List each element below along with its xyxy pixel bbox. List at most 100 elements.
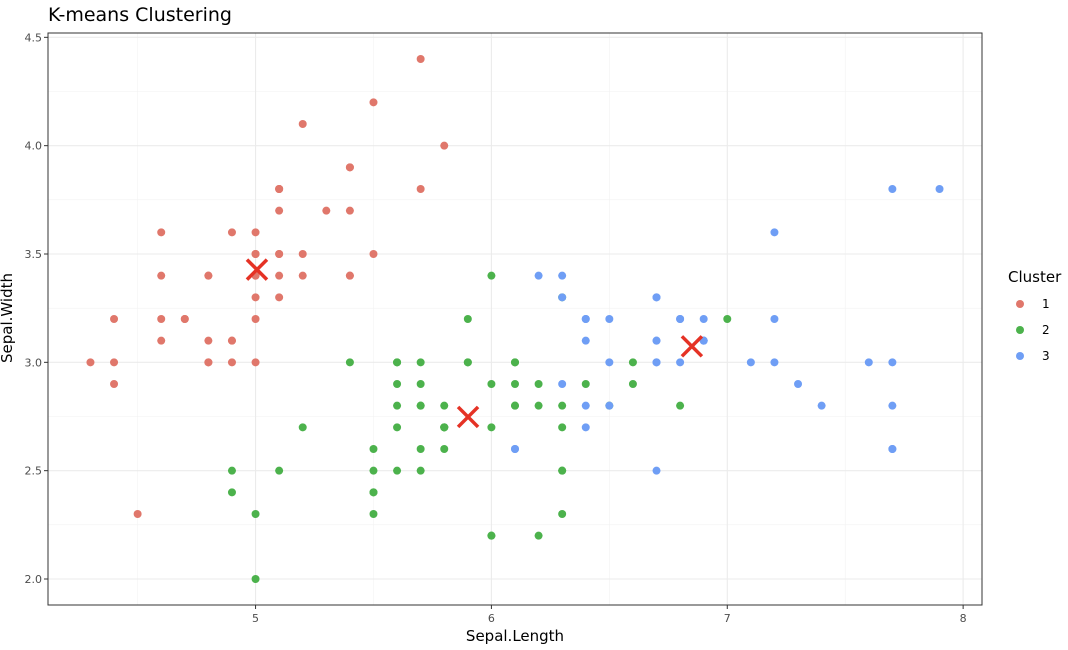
data-point-cluster-3 (605, 315, 614, 323)
data-point-cluster-2 (558, 423, 567, 432)
y-tick-label: 2.0 (25, 573, 43, 586)
data-point-cluster-2 (558, 401, 567, 410)
data-point-cluster-3 (605, 401, 614, 410)
data-point-cluster-1 (275, 250, 284, 258)
data-point-cluster-2 (416, 401, 425, 410)
data-point-cluster-3 (581, 315, 590, 323)
data-point-cluster-2 (723, 315, 732, 323)
data-point-cluster-3 (581, 336, 590, 345)
y-tick-label: 3.5 (25, 248, 43, 261)
data-point-cluster-3 (770, 228, 779, 237)
data-point-cluster-1 (275, 206, 284, 215)
data-point-cluster-1 (157, 228, 166, 237)
data-point-cluster-2 (487, 423, 496, 432)
data-point-cluster-3 (558, 293, 567, 302)
data-point-cluster-2 (440, 445, 449, 453)
data-point-cluster-3 (817, 401, 826, 410)
data-point-cluster-2 (369, 445, 378, 453)
data-point-cluster-2 (251, 575, 260, 583)
data-point-cluster-2 (393, 358, 402, 367)
data-point-cluster-3 (534, 271, 543, 280)
data-point-cluster-2 (487, 271, 496, 280)
data-point-cluster-1 (275, 271, 284, 280)
data-point-cluster-2 (251, 510, 260, 518)
data-point-cluster-1 (251, 293, 260, 302)
data-point-cluster-3 (746, 358, 755, 367)
x-tick-label: 7 (724, 612, 731, 625)
data-point-cluster-2 (393, 466, 402, 475)
legend-label: 3 (1042, 349, 1050, 363)
data-point-cluster-2 (558, 510, 567, 518)
centroid-marker (245, 258, 269, 281)
data-point-cluster-3 (558, 380, 567, 388)
y-tick-label: 3.0 (25, 356, 43, 369)
data-point-cluster-2 (275, 466, 284, 475)
centroid-markers (245, 258, 704, 429)
data-point-cluster-1 (440, 141, 449, 150)
data-point-cluster-2 (416, 380, 425, 388)
data-point-cluster-1 (110, 315, 119, 323)
data-point-cluster-1 (416, 55, 425, 63)
data-point-cluster-1 (157, 271, 166, 280)
data-point-cluster-2 (440, 401, 449, 410)
data-point-cluster-1 (345, 163, 354, 172)
data-point-cluster-2 (487, 380, 496, 388)
data-point-cluster-3 (699, 315, 708, 323)
data-point-cluster-2 (369, 488, 378, 497)
data-point-cluster-1 (298, 120, 307, 128)
data-point-cluster-3 (888, 358, 897, 367)
data-point-cluster-3 (770, 315, 779, 323)
data-point-cluster-1 (345, 206, 354, 215)
grid-lines (48, 33, 982, 605)
x-tick-label: 6 (488, 612, 495, 625)
data-point-cluster-2 (463, 315, 472, 323)
data-point-cluster-3 (864, 358, 873, 367)
y-tick-label: 2.5 (25, 465, 43, 478)
legend-item-1: 1 (1016, 297, 1050, 311)
data-point-cluster-3 (770, 358, 779, 367)
data-point-cluster-2 (227, 466, 236, 475)
legend-items: 1 2 3 (1016, 297, 1050, 363)
data-point-cluster-2 (511, 358, 519, 367)
data-point-cluster-2 (534, 380, 543, 388)
data-point-cluster-1 (298, 271, 307, 280)
data-points (86, 55, 944, 583)
legend-title: Cluster (1008, 268, 1062, 286)
data-point-cluster-1 (251, 228, 260, 237)
data-point-cluster-3 (888, 445, 897, 453)
data-point-cluster-2 (369, 510, 378, 518)
data-point-cluster-1 (133, 510, 142, 518)
data-point-cluster-2 (227, 488, 236, 497)
data-point-cluster-2 (676, 401, 685, 410)
data-point-cluster-1 (204, 336, 213, 345)
data-point-cluster-2 (416, 445, 425, 453)
centroid-marker (680, 335, 704, 358)
data-point-cluster-1 (180, 315, 189, 323)
data-point-cluster-2 (534, 531, 543, 540)
data-point-cluster-2 (440, 423, 449, 432)
data-point-cluster-3 (605, 358, 614, 367)
chart-title: K-means Clustering (48, 4, 232, 26)
data-point-cluster-2 (393, 401, 402, 410)
data-point-cluster-2 (628, 358, 637, 367)
data-point-cluster-1 (227, 228, 236, 237)
data-point-cluster-2 (298, 423, 307, 432)
data-point-cluster-1 (345, 271, 354, 280)
data-point-cluster-3 (888, 401, 897, 410)
data-point-cluster-3 (652, 336, 661, 345)
data-point-cluster-1 (86, 358, 95, 367)
data-point-cluster-2 (416, 466, 425, 475)
data-point-cluster-3 (511, 445, 519, 453)
axis-ticks: 5 6 7 8 2.0 2.5 3.0 3.5 4.0 4.5 (25, 31, 967, 625)
data-point-cluster-2 (511, 401, 519, 410)
x-tick-label: 5 (252, 612, 259, 625)
data-point-cluster-3 (581, 423, 590, 432)
data-point-cluster-2 (558, 466, 567, 475)
data-point-cluster-2 (628, 380, 637, 388)
x-axis-title: Sepal.Length (466, 627, 564, 645)
legend-key (1016, 326, 1024, 334)
data-point-cluster-1 (369, 98, 378, 107)
data-point-cluster-2 (345, 358, 354, 367)
legend-key (1016, 300, 1024, 308)
x-tick-label: 8 (960, 612, 967, 625)
